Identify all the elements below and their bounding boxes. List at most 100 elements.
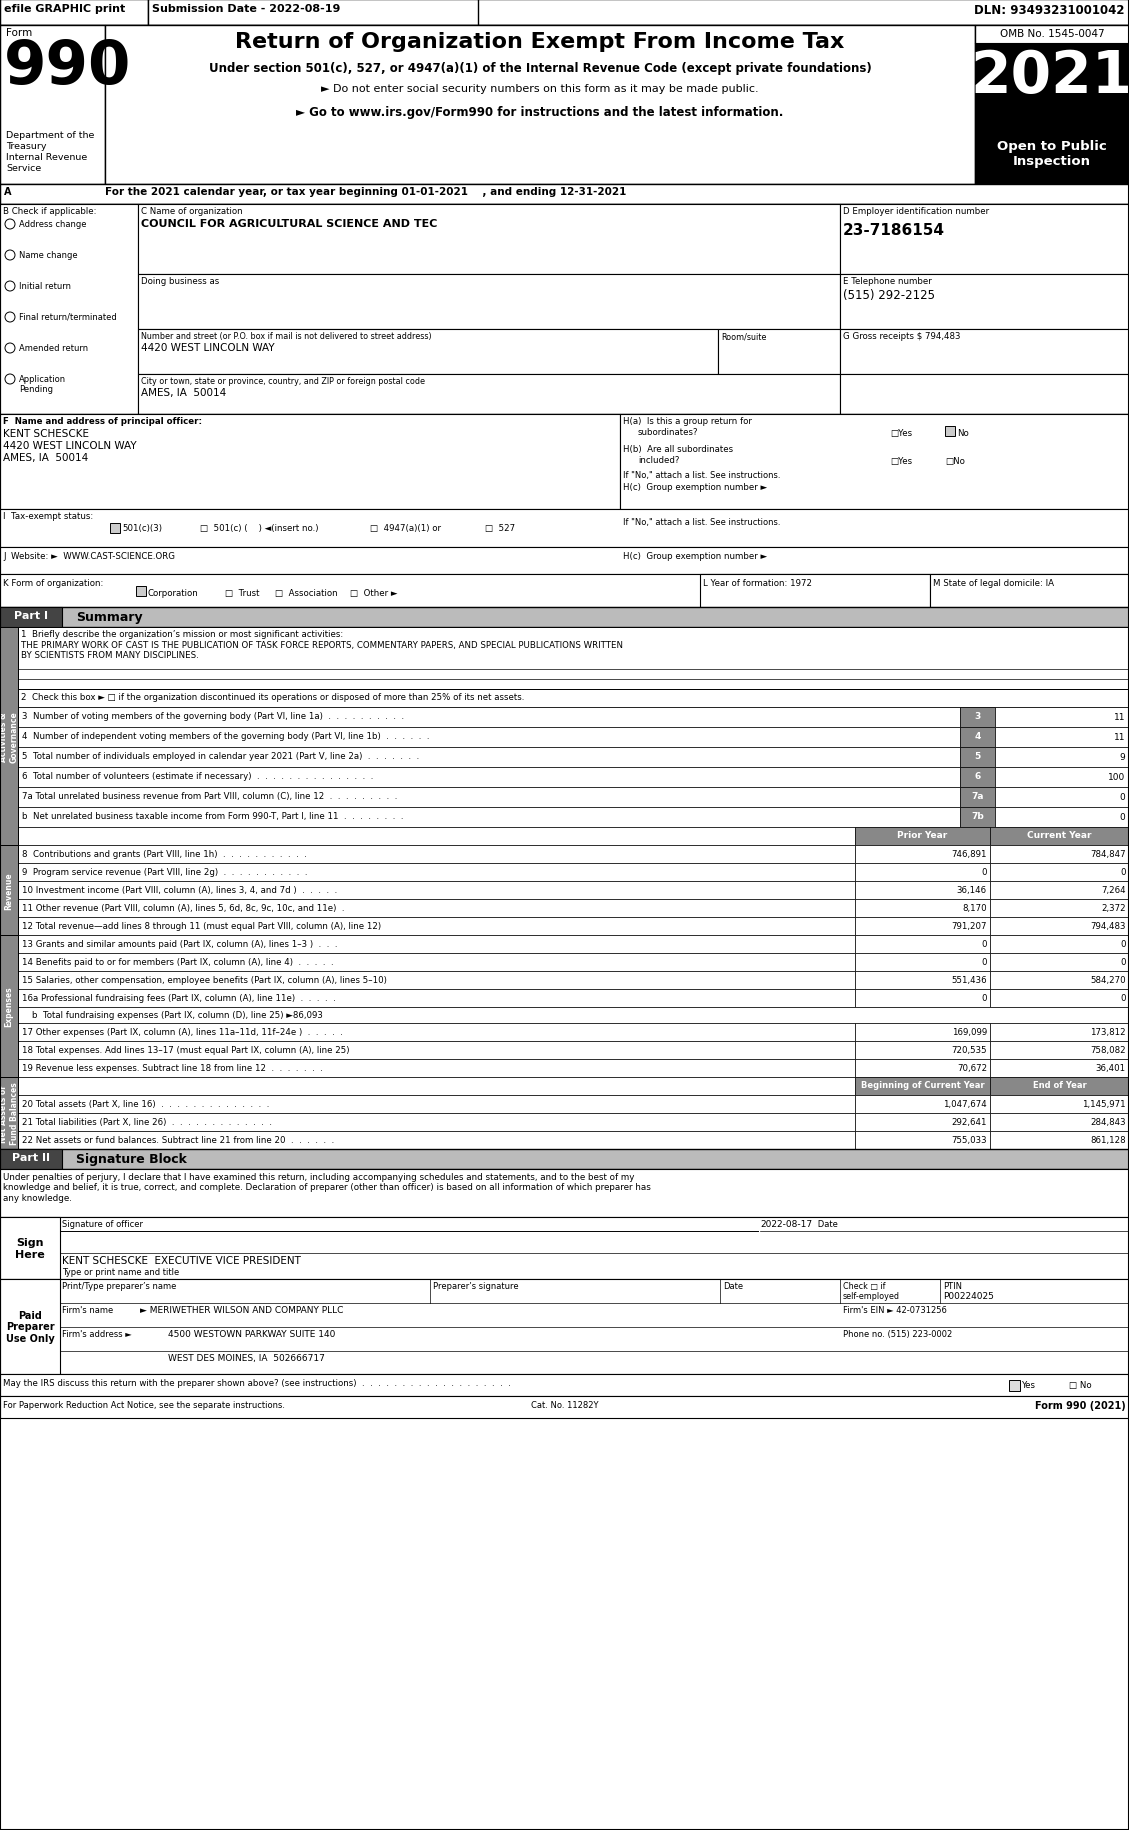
Bar (0, 628, 18, 845)
Text: 4500 WESTOWN PARKWAY SUITE 140: 4500 WESTOWN PARKWAY SUITE 140 (168, 1329, 335, 1338)
Bar (18, 1023, 855, 1041)
Text: 11: 11 (1113, 712, 1124, 721)
Text: 7a: 7a (971, 792, 983, 800)
Text: P00224025: P00224025 (943, 1292, 994, 1301)
Text: 284,843: 284,843 (1091, 1118, 1126, 1127)
Text: 1  Briefly describe the organization’s mission or most significant activities:: 1 Briefly describe the organization’s mi… (21, 630, 343, 639)
Text: Amended return: Amended return (19, 344, 88, 353)
Bar (995, 767, 1129, 787)
Text: WEST DES MOINES, IA  502666717: WEST DES MOINES, IA 502666717 (168, 1352, 325, 1362)
Text: Yes: Yes (1022, 1380, 1036, 1389)
Text: Paid
Preparer
Use Only: Paid Preparer Use Only (6, 1310, 54, 1343)
Text: 100: 100 (1108, 772, 1124, 781)
Bar (995, 787, 1129, 807)
Text: 9: 9 (1119, 752, 1124, 761)
Text: Type or print name and title: Type or print name and title (62, 1268, 180, 1276)
Bar (0, 1149, 1129, 1169)
Text: 501(c)(3): 501(c)(3) (122, 523, 161, 533)
Bar (855, 990, 990, 1008)
Text: Signature of officer: Signature of officer (62, 1219, 143, 1228)
Bar (0, 1279, 60, 1374)
Bar (0, 935, 18, 1078)
Bar (855, 953, 990, 972)
Bar (18, 1131, 855, 1149)
Text: □  Association: □ Association (275, 589, 338, 598)
Bar (18, 935, 855, 953)
Text: 4420 WEST LINCOLN WAY: 4420 WEST LINCOLN WAY (141, 342, 274, 353)
Text: Sign
Here: Sign Here (15, 1237, 45, 1259)
Text: Part II: Part II (12, 1153, 50, 1162)
Text: B Check if applicable:: B Check if applicable: (3, 207, 96, 216)
Text: Phone no. (515) 223-0002: Phone no. (515) 223-0002 (843, 1329, 952, 1338)
Text: Internal Revenue: Internal Revenue (6, 154, 87, 161)
Text: A: A (5, 187, 11, 198)
Text: 19 Revenue less expenses. Subtract line 18 from line 12  .  .  .  .  .  .  .: 19 Revenue less expenses. Subtract line … (21, 1063, 323, 1072)
Text: 0: 0 (1120, 939, 1126, 948)
Bar (0, 511, 1129, 547)
Text: Doing business as: Doing business as (141, 276, 219, 285)
Text: L Year of formation: 1972: L Year of formation: 1972 (703, 578, 812, 587)
Bar (855, 917, 990, 935)
Text: Address change: Address change (19, 220, 87, 229)
Text: 0: 0 (1120, 994, 1126, 1003)
Bar (990, 935, 1129, 953)
Bar (990, 972, 1129, 990)
Text: KENT SCHESCKE  EXECUTIVE VICE PRESIDENT: KENT SCHESCKE EXECUTIVE VICE PRESIDENT (62, 1255, 300, 1265)
Text: 23-7186154: 23-7186154 (843, 223, 945, 238)
Bar (135, 587, 146, 597)
Text: 3  Number of voting members of the governing body (Part VI, line 1a)  .  .  .  .: 3 Number of voting members of the govern… (21, 712, 404, 721)
Text: ► MERIWETHER WILSON AND COMPANY PLLC: ► MERIWETHER WILSON AND COMPANY PLLC (140, 1305, 343, 1314)
Text: 2021: 2021 (971, 48, 1129, 104)
Text: Application
Pending: Application Pending (19, 375, 67, 393)
Bar (855, 1023, 990, 1041)
Text: KENT SCHESCKE: KENT SCHESCKE (3, 428, 89, 439)
Text: Beginning of Current Year: Beginning of Current Year (860, 1080, 984, 1089)
Text: Date: Date (760, 1219, 838, 1228)
Bar (960, 728, 995, 748)
Text: For the 2021 calendar year, or tax year beginning 01-01-2021    , and ending 12-: For the 2021 calendar year, or tax year … (105, 187, 627, 198)
Bar (0, 1078, 18, 1149)
Text: Open to Public
Inspection: Open to Public Inspection (997, 139, 1106, 168)
Bar (855, 935, 990, 953)
Text: Corporation: Corporation (148, 589, 199, 598)
Bar (945, 426, 955, 437)
Text: 0: 0 (981, 994, 987, 1003)
Text: J  Website: ►  WWW.CAST-SCIENCE.ORG: J Website: ► WWW.CAST-SCIENCE.ORG (3, 551, 175, 560)
Bar (960, 807, 995, 827)
Text: COUNCIL FOR AGRICULTURAL SCIENCE AND TEC: COUNCIL FOR AGRICULTURAL SCIENCE AND TEC (141, 220, 437, 229)
Text: Under section 501(c), 527, or 4947(a)(1) of the Internal Revenue Code (except pr: Under section 501(c), 527, or 4947(a)(1)… (209, 62, 872, 75)
Text: Firm's name: Firm's name (62, 1305, 113, 1314)
Bar (620, 415, 1129, 511)
Text: 9  Program service revenue (Part VIII, line 2g)  .  .  .  .  .  .  .  .  .  .  .: 9 Program service revenue (Part VIII, li… (21, 867, 307, 877)
Text: Number and street (or P.O. box if mail is not delivered to street address): Number and street (or P.O. box if mail i… (141, 331, 431, 340)
Bar (0, 1149, 62, 1169)
Text: Treasury: Treasury (6, 143, 46, 150)
Bar (105, 26, 975, 185)
Text: Net Assets or
Fund Balances: Net Assets or Fund Balances (0, 1082, 19, 1146)
Text: Initial return: Initial return (19, 282, 71, 291)
Bar (855, 882, 990, 900)
Text: OMB No. 1545-0047: OMB No. 1545-0047 (999, 29, 1104, 38)
Bar (18, 1078, 855, 1096)
Bar (138, 375, 840, 415)
Text: 794,483: 794,483 (1091, 922, 1126, 930)
Bar (0, 1396, 1129, 1418)
Text: 2  Check this box ► □ if the organization discontinued its operations or dispose: 2 Check this box ► □ if the organization… (21, 692, 524, 701)
Text: For Paperwork Reduction Act Notice, see the separate instructions.: For Paperwork Reduction Act Notice, see … (3, 1400, 285, 1409)
Text: 6: 6 (974, 772, 981, 781)
Text: E Telephone number: E Telephone number (843, 276, 931, 285)
Bar (840, 375, 1129, 415)
Bar (855, 1060, 990, 1078)
Text: Summary: Summary (76, 611, 142, 624)
Bar (930, 575, 1129, 608)
Text: Form 990 (2021): Form 990 (2021) (1035, 1400, 1126, 1411)
Text: PTIN: PTIN (943, 1281, 962, 1290)
Text: City or town, state or province, country, and ZIP or foreign postal code: City or town, state or province, country… (141, 377, 425, 386)
Text: THE PRIMARY WORK OF CAST IS THE PUBLICATION OF TASK FORCE REPORTS, COMMENTARY PA: THE PRIMARY WORK OF CAST IS THE PUBLICAT… (21, 640, 623, 650)
Text: 758,082: 758,082 (1091, 1045, 1126, 1054)
Bar (138, 274, 840, 329)
Text: BY SCIENTISTS FROM MANY DISCIPLINES.: BY SCIENTISTS FROM MANY DISCIPLINES. (21, 651, 199, 659)
Bar (700, 575, 930, 608)
Text: □  Trust: □ Trust (225, 589, 260, 598)
Text: 7a Total unrelated business revenue from Part VIII, column (C), line 12  .  .  .: 7a Total unrelated business revenue from… (21, 792, 397, 800)
